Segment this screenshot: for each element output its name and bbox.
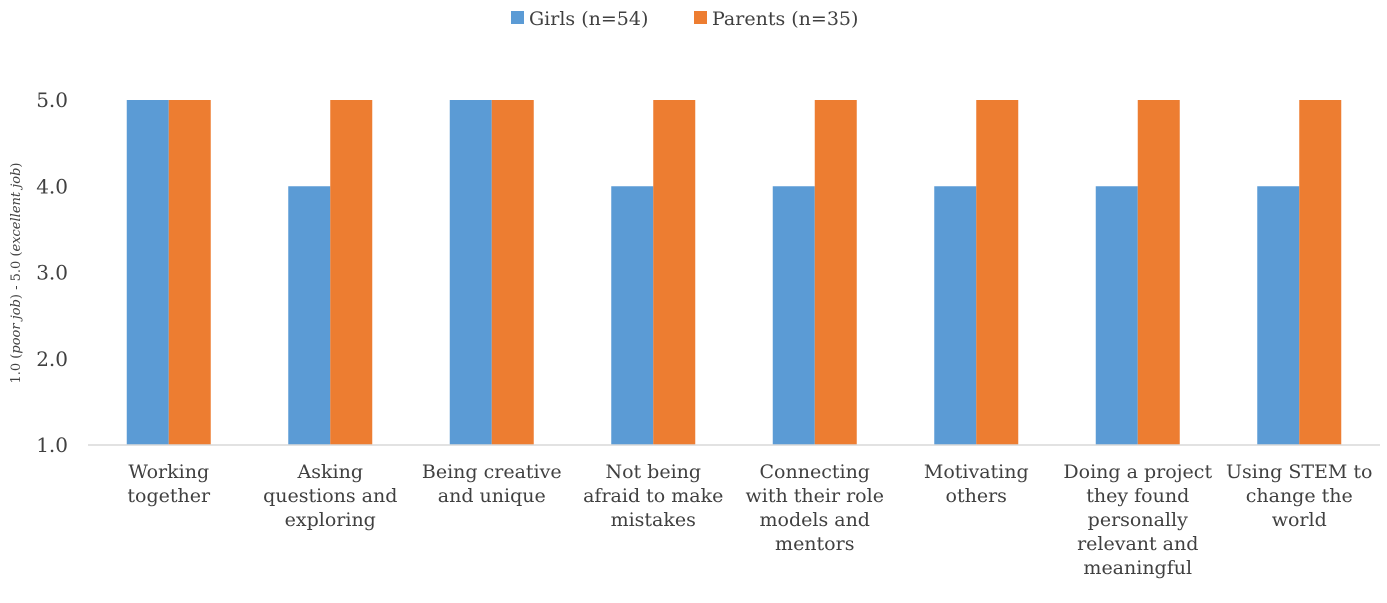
category-label-1: Asking questions and exploring <box>263 461 397 531</box>
legend-swatch-0 <box>511 11 524 24</box>
y-axis-label-part-4: ) <box>9 162 24 167</box>
bar-parents-4 <box>814 100 857 445</box>
category-label-7-line-0: Using STEM to <box>1226 461 1372 483</box>
category-label-4-line-0: Connecting <box>760 461 870 483</box>
category-label-6-line-2: personally <box>1088 509 1188 531</box>
category-label-3-line-0: Not being <box>605 461 701 483</box>
category-labels: Working together Asking questions and explor… <box>127 461 1372 579</box>
y-axis-label-part-2: ) - 5.0 ( <box>9 251 24 299</box>
category-label-1-line-0: Asking <box>297 461 363 483</box>
y-tick-label-1: 2.0 <box>36 347 68 371</box>
category-label-6: Doing a project they found personally relev… <box>1063 461 1212 579</box>
category-label-4-line-2: models and <box>760 509 870 531</box>
category-label-6-line-4: meaningful <box>1083 557 1192 579</box>
bar-parents-5 <box>976 100 1019 445</box>
bar-girls-0 <box>126 100 169 445</box>
category-label-2: Being creative and unique <box>422 461 562 507</box>
category-label-5-line-0: Motivating <box>924 461 1029 483</box>
legend-label-1: Parents (n=35) <box>712 8 858 30</box>
y-axis-label-part-1: poor job <box>9 299 24 354</box>
category-label-6-line-1: they found <box>1086 485 1189 507</box>
bar-parents-2 <box>491 100 534 445</box>
y-tick-label-0: 1.0 <box>36 433 68 457</box>
y-axis-label-part-0: 1.0 ( <box>9 354 24 384</box>
category-label-6-line-3: relevant and <box>1077 533 1198 555</box>
category-label-1-line-1: questions and <box>263 485 397 507</box>
bar-girls-4 <box>772 186 815 445</box>
category-label-5: Motivating others <box>924 461 1029 507</box>
category-label-0-line-0: Working <box>128 461 209 483</box>
bar-parents-7 <box>1299 100 1342 445</box>
category-label-4-line-3: mentors <box>775 533 854 555</box>
category-label-4-line-1: with their role <box>746 485 884 507</box>
category-label-6-line-0: Doing a project <box>1063 461 1212 483</box>
category-label-3-line-1: afraid to make <box>583 485 723 507</box>
legend-label-0: Girls (n=54) <box>529 8 648 30</box>
bar-girls-6 <box>1095 186 1138 445</box>
bar-parents-3 <box>653 100 696 445</box>
y-axis-label: 1.0 (poor job) - 5.0 (excellent job) <box>9 162 24 383</box>
bar-girls-3 <box>611 186 654 445</box>
bars <box>126 100 1342 445</box>
category-label-5-line-1: others <box>946 485 1007 507</box>
legend-swatch-1 <box>694 11 707 24</box>
bar-girls-1 <box>288 186 331 445</box>
category-label-0-line-1: together <box>127 485 211 507</box>
bar-girls-7 <box>1257 186 1300 445</box>
category-label-3: Not being afraid to make mistakes <box>583 461 723 531</box>
category-label-7-line-2: world <box>1272 509 1327 531</box>
y-axis-ticks: 1.0 2.0 3.0 4.0 5.0 <box>36 88 68 457</box>
bar-parents-6 <box>1137 100 1180 445</box>
category-label-1-line-2: exploring <box>285 509 376 531</box>
category-label-0: Working together <box>127 461 211 507</box>
bar-girls-5 <box>934 186 977 445</box>
y-tick-label-2: 3.0 <box>36 261 68 285</box>
category-label-4: Connecting with their role models and mento… <box>746 461 884 555</box>
category-label-7: Using STEM to change the world <box>1226 461 1372 531</box>
category-label-2-line-0: Being creative <box>422 461 562 483</box>
y-tick-label-3: 4.0 <box>36 174 68 198</box>
category-label-2-line-1: and unique <box>438 485 546 507</box>
bar-girls-2 <box>449 100 492 445</box>
legend: Girls (n=54) Parents (n=35) <box>511 8 858 30</box>
bar-parents-0 <box>168 100 211 445</box>
y-tick-label-4: 5.0 <box>36 88 68 112</box>
category-label-7-line-1: change the <box>1246 485 1353 507</box>
bar-parents-1 <box>330 100 373 445</box>
y-axis-label-part-3: excellent job <box>9 168 24 252</box>
category-label-3-line-2: mistakes <box>611 509 696 531</box>
